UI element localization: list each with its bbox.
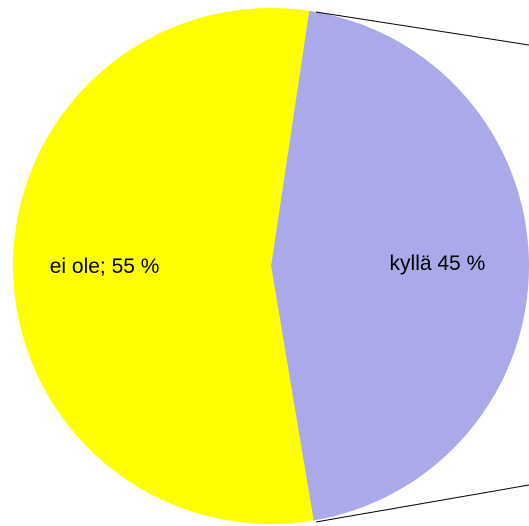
connector-line — [315, 11, 529, 46]
pie-slice — [271, 10, 529, 521]
data-label: kyllä 45 % — [390, 252, 486, 275]
pie-slice — [12, 7, 314, 525]
data-label: ei ole; 55 % — [50, 255, 160, 278]
connector-line — [315, 484, 529, 523]
pie — [12, 7, 529, 525]
